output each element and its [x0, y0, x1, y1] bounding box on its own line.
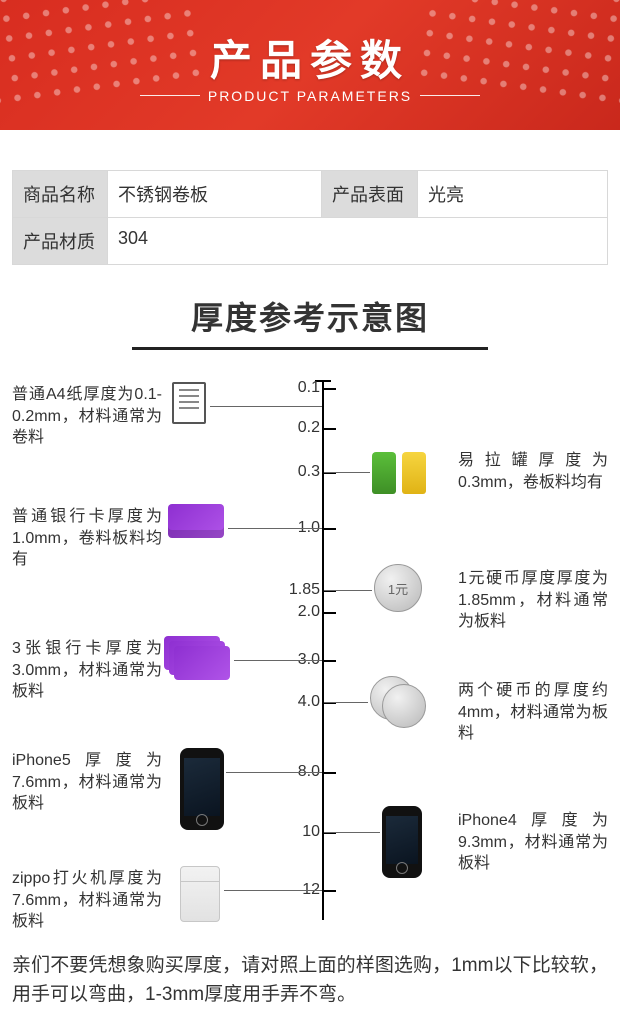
connector-line	[224, 890, 322, 891]
scale-tick-label: 4.0	[282, 693, 320, 711]
footer-note: 亲们不要凭想象购买厚度，请对照上面的样图选购，1mm以下比较软，用手可以弯曲，1…	[12, 952, 608, 1009]
param-label-name: 商品名称	[12, 170, 108, 218]
connector-line	[324, 472, 370, 473]
header-title: 产品参数	[210, 27, 410, 88]
connector-line	[210, 406, 322, 407]
scale-tick	[322, 890, 336, 892]
thickness-note: iPhone4厚度为9.3mm，材料通常为板料	[458, 810, 608, 875]
param-value-name: 不锈钢卷板	[108, 170, 322, 218]
coin-icon: 1元	[374, 564, 422, 612]
connector-line	[324, 590, 372, 591]
thickness-note: zippo打火机厚度为7.6mm，材料通常为板料	[12, 868, 162, 933]
thickness-note: 普通A4纸厚度为0.1-0.2mm，材料通常为卷料	[12, 384, 162, 449]
scale-tick-label: 2.0	[282, 603, 320, 621]
scale-tick	[322, 428, 336, 430]
param-label-surface: 产品表面	[322, 170, 418, 218]
scale-tick-label: 1.85	[282, 581, 320, 599]
thickness-note: iPhone5厚度为7.6mm，材料通常为板料	[12, 750, 162, 815]
param-label-material: 产品材质	[12, 218, 108, 265]
scale-tick	[322, 612, 336, 614]
bank-card-icon	[168, 504, 224, 538]
thickness-note: 两个硬币的厚度约4mm，材料通常为板料	[458, 680, 608, 745]
scale-area: 0.10.20.31.01.852.03.04.08.01012普通A4纸厚度为…	[12, 380, 608, 940]
cans-icon	[372, 446, 426, 494]
two-coins-icon	[370, 676, 426, 728]
thickness-note: 1元硬币厚度厚度为1.85mm，材料通常为板料	[458, 568, 608, 633]
thickness-diagram: 厚度参考示意图 0.10.20.31.01.852.03.04.08.01012…	[12, 293, 608, 940]
iphone4-icon	[382, 806, 422, 878]
header-subtitle-wrap: PRODUCT PARAMETERS	[140, 88, 480, 104]
connector-line	[234, 660, 322, 661]
scale-tick-label: 10	[282, 823, 320, 841]
connector-line	[226, 772, 322, 773]
connector-line	[228, 528, 322, 529]
diagram-title: 厚度参考示意图	[132, 293, 488, 350]
header-subtitle: PRODUCT PARAMETERS	[208, 88, 412, 104]
header-banner: 产品参数 PRODUCT PARAMETERS	[0, 0, 620, 130]
scale-tick	[322, 528, 336, 530]
thickness-note: 普通银行卡厚度为1.0mm，卷料板料均有	[12, 506, 162, 571]
connector-line	[324, 702, 368, 703]
thickness-note: 易拉罐厚度为0.3mm，卷板料均有	[458, 450, 608, 493]
decor-bar	[420, 95, 480, 96]
params-table: 商品名称 不锈钢卷板 产品表面 光亮 产品材质 304	[12, 170, 608, 265]
param-value-surface: 光亮	[418, 170, 608, 218]
a4-paper-icon	[172, 382, 206, 424]
bank-cards-icon	[164, 636, 230, 680]
scale-tick-label: 0.1	[282, 379, 320, 397]
scale-tick	[322, 660, 336, 662]
zippo-icon	[180, 866, 220, 922]
scale-axis	[322, 380, 324, 920]
iphone5-icon	[180, 748, 224, 830]
thickness-note: 3张银行卡厚度为3.0mm，材料通常为板料	[12, 638, 162, 703]
scale-tick-label: 0.2	[282, 419, 320, 437]
connector-line	[324, 832, 380, 833]
scale-tick	[322, 388, 336, 390]
param-value-material: 304	[108, 218, 608, 265]
decor-bar	[140, 95, 200, 96]
scale-tick	[322, 772, 336, 774]
scale-tick-label: 0.3	[282, 463, 320, 481]
